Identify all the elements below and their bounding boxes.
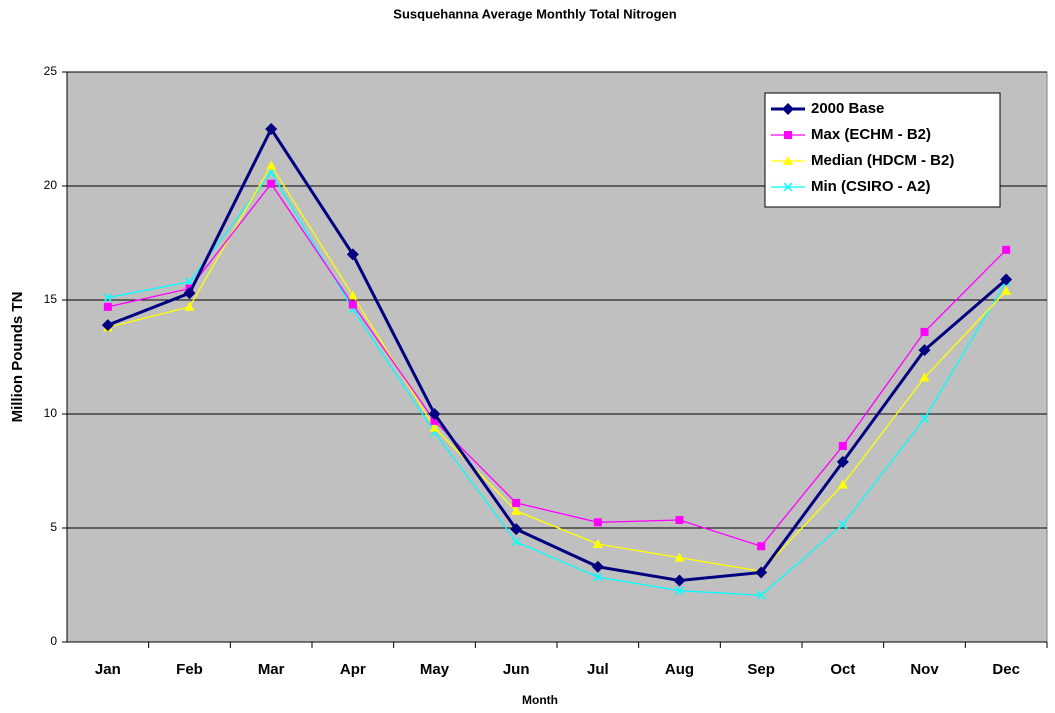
marker bbox=[347, 290, 358, 300]
marker bbox=[267, 179, 276, 188]
x-tick-label: Dec bbox=[992, 661, 1020, 678]
chart-title: Susquehanna Average Monthly Total Nitrog… bbox=[393, 6, 676, 21]
marker bbox=[919, 414, 930, 424]
marker bbox=[1001, 285, 1012, 295]
y-tick-label: 5 bbox=[50, 520, 57, 534]
marker bbox=[592, 538, 603, 548]
marker bbox=[673, 574, 686, 587]
x-tick-label: Aug bbox=[665, 661, 694, 678]
x-tick-label: Jul bbox=[587, 661, 609, 678]
marker bbox=[755, 566, 768, 579]
marker bbox=[430, 416, 439, 425]
y-axis-label: Million Pounds TN bbox=[9, 292, 26, 423]
y-tick-label: 15 bbox=[44, 292, 58, 306]
legend-label: Median (HDCM - B2) bbox=[811, 152, 954, 169]
series bbox=[101, 123, 1013, 587]
marker bbox=[103, 302, 112, 311]
marker bbox=[428, 408, 441, 420]
x-tick-label: Jan bbox=[95, 661, 121, 678]
x-tick-label: Oct bbox=[830, 661, 855, 678]
marker bbox=[674, 586, 685, 596]
x-tick-label: Nov bbox=[910, 661, 939, 678]
y-tick-label: 20 bbox=[44, 178, 58, 192]
marker bbox=[346, 248, 359, 261]
marker bbox=[1000, 273, 1013, 286]
x-tick-label: Feb bbox=[176, 661, 203, 678]
marker bbox=[1002, 245, 1011, 254]
marker bbox=[782, 103, 794, 115]
marker bbox=[591, 560, 604, 573]
marker bbox=[674, 552, 685, 562]
x-tick-label: May bbox=[420, 661, 450, 678]
marker bbox=[757, 542, 766, 551]
marker bbox=[184, 301, 195, 311]
x-tick-label: Jun bbox=[503, 661, 530, 678]
marker bbox=[838, 520, 848, 530]
series-line bbox=[107, 171, 1007, 596]
marker bbox=[920, 327, 929, 336]
marker bbox=[511, 505, 522, 515]
marker bbox=[183, 287, 196, 300]
y-tick-label: 25 bbox=[44, 64, 58, 78]
x-axis-label: Month bbox=[522, 693, 558, 707]
marker bbox=[348, 300, 357, 309]
legend-label: Min (CSIRO - A2) bbox=[811, 178, 930, 195]
x-tick-label: Sep bbox=[747, 661, 775, 678]
marker bbox=[510, 523, 523, 536]
legend-label: 2000 Base bbox=[811, 100, 884, 117]
series bbox=[103, 167, 1011, 600]
marker bbox=[784, 131, 792, 139]
marker bbox=[429, 422, 440, 432]
y-tick-label: 0 bbox=[50, 634, 57, 648]
series-line bbox=[107, 164, 1007, 573]
marker bbox=[756, 590, 766, 600]
x-tick-label: Mar bbox=[258, 661, 285, 678]
marker bbox=[675, 516, 684, 525]
marker bbox=[593, 518, 602, 527]
marker bbox=[783, 156, 793, 165]
marker bbox=[918, 344, 931, 357]
marker bbox=[838, 441, 847, 450]
y-tick-label: 10 bbox=[44, 406, 58, 420]
marker bbox=[101, 319, 114, 332]
legend-label: Max (ECHM - B2) bbox=[811, 126, 931, 143]
series-line bbox=[107, 125, 1008, 582]
marker bbox=[783, 182, 793, 192]
marker bbox=[266, 160, 277, 170]
marker bbox=[103, 293, 113, 303]
marker bbox=[836, 455, 849, 468]
marker bbox=[837, 479, 848, 489]
legend bbox=[764, 92, 1001, 208]
series-line bbox=[107, 182, 1007, 547]
marker bbox=[512, 498, 521, 507]
marker bbox=[265, 123, 278, 135]
marker bbox=[511, 537, 521, 547]
marker bbox=[919, 372, 930, 382]
marker bbox=[593, 572, 603, 582]
x-tick-label: Apr bbox=[340, 661, 366, 678]
